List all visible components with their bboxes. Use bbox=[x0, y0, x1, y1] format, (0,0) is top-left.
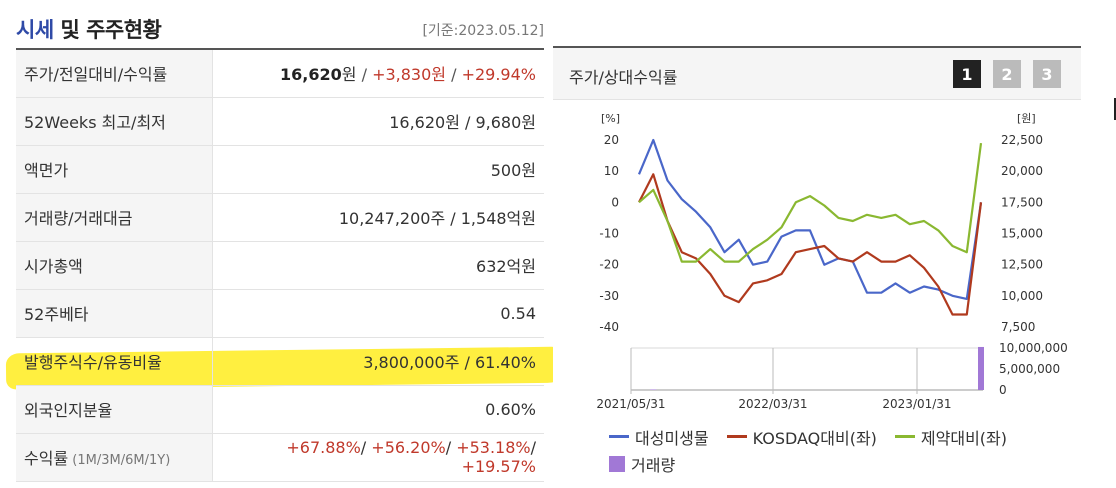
price-change-pct: +29.94% bbox=[461, 65, 536, 85]
right-tick-label: 10,000 bbox=[1001, 289, 1043, 303]
right-tick-label: 15,000 bbox=[1001, 227, 1043, 241]
separator: / bbox=[356, 65, 373, 85]
volume-bar bbox=[978, 346, 984, 390]
left-tick-label: -20 bbox=[599, 258, 619, 272]
volume-tick-label: 10,000,000 bbox=[999, 341, 1068, 355]
row-label: 외국인지분율 bbox=[16, 385, 213, 433]
series-line bbox=[638, 142, 983, 263]
table-row: 52주베타 0.54 bbox=[16, 289, 544, 337]
table-row: 주가/전일대비/수익률 16,620원 / +3,830원 / +29.94% bbox=[16, 49, 544, 97]
row-label: 주가/전일대비/수익률 bbox=[16, 49, 213, 97]
legend-label: 제약대비(좌) bbox=[920, 428, 1008, 448]
legend-label: 대성미생물 bbox=[635, 428, 709, 448]
right-tick-label: 22,500 bbox=[1001, 133, 1043, 147]
volume-tick-label: 0 bbox=[999, 383, 1007, 397]
table-row: 발행주식수/유동비율 3,800,000주 / 61.40% bbox=[16, 337, 544, 385]
scrollbar-edge bbox=[1114, 98, 1116, 120]
legend-swatch bbox=[609, 435, 629, 438]
legend-label: 거래량 bbox=[631, 455, 676, 475]
row-label: 52주베타 bbox=[16, 289, 213, 337]
x-tick-label: 2021/05/31 bbox=[596, 397, 665, 411]
title-highlight: 시세 bbox=[16, 18, 54, 42]
as-of-date: [기준:2023.05.12] bbox=[422, 23, 544, 39]
legend-swatch bbox=[609, 455, 625, 472]
page-button-3[interactable]: 3 bbox=[1033, 60, 1061, 88]
table-row: 액면가 500원 bbox=[16, 145, 544, 193]
row-value: 16,620원 / 9,680원 bbox=[389, 113, 536, 132]
right-axis-unit: [원] bbox=[1017, 112, 1036, 125]
left-tick-label: -40 bbox=[599, 320, 619, 334]
row-value: 3,800,000주 / 61.40% bbox=[363, 353, 536, 372]
right-tick-label: 7,500 bbox=[1001, 320, 1035, 334]
chart-panel: 주가/상대수익률 1 2 3 [%] [원] 20 10 0 -10 -20 -30 -40 22… bbox=[553, 46, 1081, 488]
row-value: 10,247,200주 / 1,548억원 bbox=[338, 209, 536, 228]
table-row: 거래량/거래대금 10,247,200주 / 1,548억원 bbox=[16, 193, 544, 241]
price-change: +3,830원 bbox=[372, 65, 447, 85]
page-button-2[interactable]: 2 bbox=[993, 60, 1021, 88]
row-value: 0.54 bbox=[500, 303, 536, 323]
volume-tick-label: 5,000,000 bbox=[999, 362, 1060, 376]
return-3m: +56.20% bbox=[371, 438, 446, 457]
x-tick-label: 2022/03/31 bbox=[738, 397, 807, 411]
chart-panel-title: 주가/상대수익률 bbox=[569, 68, 678, 87]
page-button-1[interactable]: 1 bbox=[953, 60, 981, 88]
row-label: 발행주식수/유동비율 bbox=[16, 337, 213, 385]
chart-legend: 대성미생물 KOSDAQ대비(좌) 제약대비(좌) 거래량 bbox=[609, 423, 1069, 477]
returns-values: +67.88%/ +56.20%/ +53.18%/ +19.57% bbox=[212, 433, 544, 481]
separator: / bbox=[446, 65, 462, 85]
right-tick-label: 20,000 bbox=[1001, 164, 1043, 178]
legend-item: KOSDAQ대비(좌) bbox=[726, 425, 877, 449]
legend-swatch bbox=[726, 435, 747, 438]
separator: / bbox=[445, 438, 457, 457]
section-title: 시세 및 주주현황 bbox=[16, 14, 162, 44]
separator: / bbox=[530, 438, 536, 457]
separator: / bbox=[360, 438, 372, 457]
returns-label: 수익률 bbox=[24, 449, 69, 468]
table-row: 수익률 (1M/3M/6M/1Y) +67.88%/ +56.20%/ +53.… bbox=[16, 433, 544, 481]
return-6m: +53.18% bbox=[456, 438, 531, 457]
x-tick-label: 2023/01/31 bbox=[882, 397, 951, 411]
left-tick-label: 0 bbox=[611, 195, 619, 209]
series-line bbox=[637, 138, 983, 300]
section-header: 시세 및 주주현황 [기준:2023.05.12] bbox=[16, 8, 544, 44]
row-label: 시가총액 bbox=[16, 241, 213, 289]
price-value: 16,620원 / +3,830원 / +29.94% bbox=[212, 49, 544, 97]
price-unit: 원 bbox=[341, 65, 357, 85]
left-tick-label: -30 bbox=[599, 289, 619, 303]
table-row: 52Weeks 최고/최저 16,620원 / 9,680원 bbox=[16, 97, 544, 145]
legend-item: 거래량 bbox=[609, 452, 675, 476]
left-tick-label: -10 bbox=[599, 227, 619, 241]
chart-pager: 1 2 3 bbox=[953, 60, 1061, 88]
row-label: 액면가 bbox=[16, 145, 213, 193]
title-rest: 및 주주현황 bbox=[53, 18, 162, 42]
row-value: 0.60% bbox=[485, 399, 536, 419]
series-line bbox=[638, 173, 983, 316]
quote-table: 주가/전일대비/수익률 16,620원 / +3,830원 / +29.94% … bbox=[16, 48, 544, 482]
legend-label: KOSDAQ대비(좌) bbox=[752, 428, 877, 448]
right-tick-label: 12,500 bbox=[1001, 258, 1043, 272]
returns-periods: (1M/3M/6M/1Y) bbox=[68, 453, 171, 468]
row-value: 500원 bbox=[490, 161, 536, 180]
legend-item: 제약대비(좌) bbox=[894, 425, 1008, 449]
row-label: 수익률 (1M/3M/6M/1Y) bbox=[16, 433, 213, 481]
return-1m: +67.88% bbox=[286, 438, 361, 457]
left-tick-label: 20 bbox=[604, 133, 619, 147]
chart-panel-header: 주가/상대수익률 1 2 3 bbox=[553, 48, 1081, 100]
table-row: 외국인지분율 0.60% bbox=[16, 385, 544, 433]
left-tick-label: 10 bbox=[604, 164, 619, 178]
row-label: 52Weeks 최고/최저 bbox=[16, 97, 213, 145]
legend-item: 대성미생물 bbox=[609, 425, 709, 449]
table-row: 시가총액 632억원 bbox=[16, 241, 544, 289]
right-tick-label: 17,500 bbox=[1001, 195, 1043, 209]
current-price: 16,620 bbox=[280, 65, 342, 85]
volume-bar bbox=[650, 389, 657, 390]
left-axis-unit: [%] bbox=[601, 112, 620, 125]
row-value: 632억원 bbox=[476, 257, 536, 276]
row-label: 거래량/거래대금 bbox=[16, 193, 213, 241]
return-1y: +19.57% bbox=[461, 457, 536, 476]
legend-swatch bbox=[894, 435, 915, 438]
relative-return-chart: [%] [원] 20 10 0 -10 -20 -30 -40 22,500 20,000 17,50… bbox=[596, 112, 1068, 411]
